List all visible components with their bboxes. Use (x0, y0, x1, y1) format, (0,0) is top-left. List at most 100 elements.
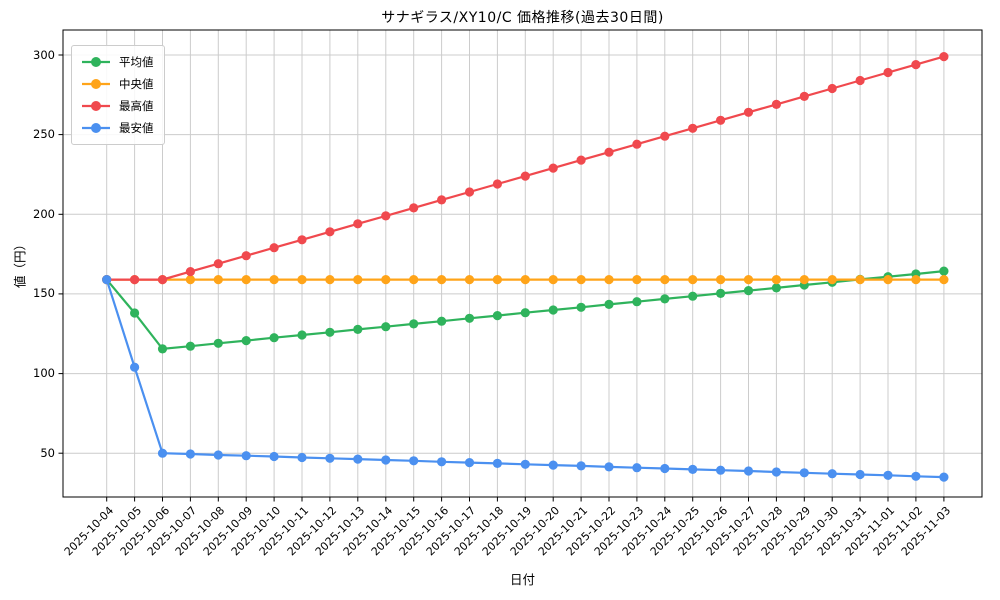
series-median-point (688, 275, 698, 285)
series-average-point (213, 338, 223, 348)
series-highest-point (464, 187, 475, 197)
chart-title: サナギラス/XY10/C 価格推移(過去30日間) (381, 10, 664, 26)
legend-label-lowest: 最安値 (119, 121, 154, 135)
series-highest-point (576, 155, 586, 165)
series-average-point (548, 305, 558, 315)
series-median-point (353, 275, 363, 285)
series-highest-point (353, 219, 363, 229)
legend-item-highest: 最高値 (81, 95, 154, 117)
series-lowest (102, 275, 949, 482)
series-highest-point (492, 179, 502, 189)
series-highest-point (660, 131, 670, 141)
legend-label-average: 平均値 (119, 55, 154, 69)
legend-item-lowest: 最安値 (81, 117, 154, 139)
series-median-point (632, 275, 642, 285)
series-median-point (297, 275, 307, 285)
legend: 平均値中央値最高値最安値 (71, 45, 165, 145)
series-lowest-point (632, 463, 642, 473)
series-median-point (492, 275, 502, 285)
series-median-point (464, 275, 475, 285)
series-average-point (520, 308, 530, 318)
series-average-point (409, 319, 419, 329)
y-tick-label: 150 (33, 286, 55, 301)
series-lowest-point (660, 463, 670, 474)
legend-label-median: 中央値 (119, 77, 154, 91)
series-highest-point (157, 275, 168, 285)
series-highest-point (269, 243, 279, 253)
series-median-point (660, 275, 670, 285)
series-lowest-point (548, 460, 558, 470)
series-median-point (185, 275, 195, 285)
series-average-point (939, 266, 949, 276)
series-highest-point (939, 52, 949, 62)
series-highest-point (213, 259, 223, 269)
series-average-point (353, 324, 363, 334)
series-lowest-point (911, 471, 921, 481)
series-highest-point (297, 235, 307, 245)
series-lowest-point (716, 465, 726, 475)
series-average-point (241, 336, 251, 346)
series-median-point (213, 275, 223, 285)
series-average-point (130, 308, 140, 318)
series-average-point (437, 316, 447, 326)
series-median-point (883, 275, 893, 285)
series-lowest-point (353, 454, 363, 464)
series-median-point (269, 275, 279, 285)
series-highest-point (437, 195, 447, 205)
legend-marker-median (82, 79, 110, 89)
series-highest-point (409, 203, 419, 213)
series-highest-point (827, 83, 837, 94)
series-median-point (799, 275, 809, 285)
series-highest-point (520, 171, 530, 181)
series-highest-point (130, 275, 140, 285)
series-lowest-point (381, 455, 391, 465)
series-median-point (381, 275, 391, 285)
legend-marker-highest (82, 101, 110, 111)
series-lowest-point (492, 458, 502, 468)
series-highest-point (716, 115, 726, 125)
series-lowest-point (771, 467, 782, 477)
series-average-point (492, 311, 502, 321)
series-lowest-point (827, 469, 837, 479)
series-highest-point (185, 267, 195, 277)
series-lowest-point (883, 470, 893, 480)
series-highest-point (911, 60, 921, 70)
series-median-point (939, 275, 949, 285)
series-median-point (325, 275, 335, 285)
y-tick-label: 200 (33, 206, 55, 221)
series-highest-point (241, 251, 251, 261)
series-highest-point (548, 163, 558, 173)
series-highest-point (743, 107, 754, 117)
series-lowest-point (939, 472, 949, 482)
series-lowest-point (157, 448, 168, 458)
series-median-point (409, 275, 419, 285)
series-lowest-point (576, 461, 586, 471)
series-lowest-point (437, 457, 447, 467)
series-lowest-point (855, 469, 865, 480)
series-median-point (548, 275, 558, 285)
series-lowest-point (297, 452, 307, 463)
legend-item-average: 平均値 (81, 51, 154, 73)
series-average-point (157, 344, 168, 354)
series-median-point (520, 275, 530, 285)
series-average-point (660, 294, 670, 304)
y-axis-label: 値（円） (12, 237, 28, 289)
series-lowest-point (102, 275, 112, 285)
series-average-point (185, 341, 195, 351)
series-median-point (855, 275, 865, 285)
series-lowest-point (464, 458, 475, 468)
series-median-point (716, 275, 726, 285)
plot-border (62, 29, 983, 498)
series-median-point (743, 275, 754, 285)
y-tick-label: 100 (33, 366, 55, 381)
series-lowest-point (799, 468, 809, 478)
series-lowest-point (185, 449, 195, 459)
series-highest-point (632, 139, 642, 149)
series-median-point (771, 275, 782, 285)
series-lowest-point (325, 453, 335, 463)
series-lowest-point (269, 451, 279, 462)
series-average-point (604, 299, 614, 309)
series-highest-point (771, 99, 782, 109)
series-highest-point (883, 67, 893, 78)
